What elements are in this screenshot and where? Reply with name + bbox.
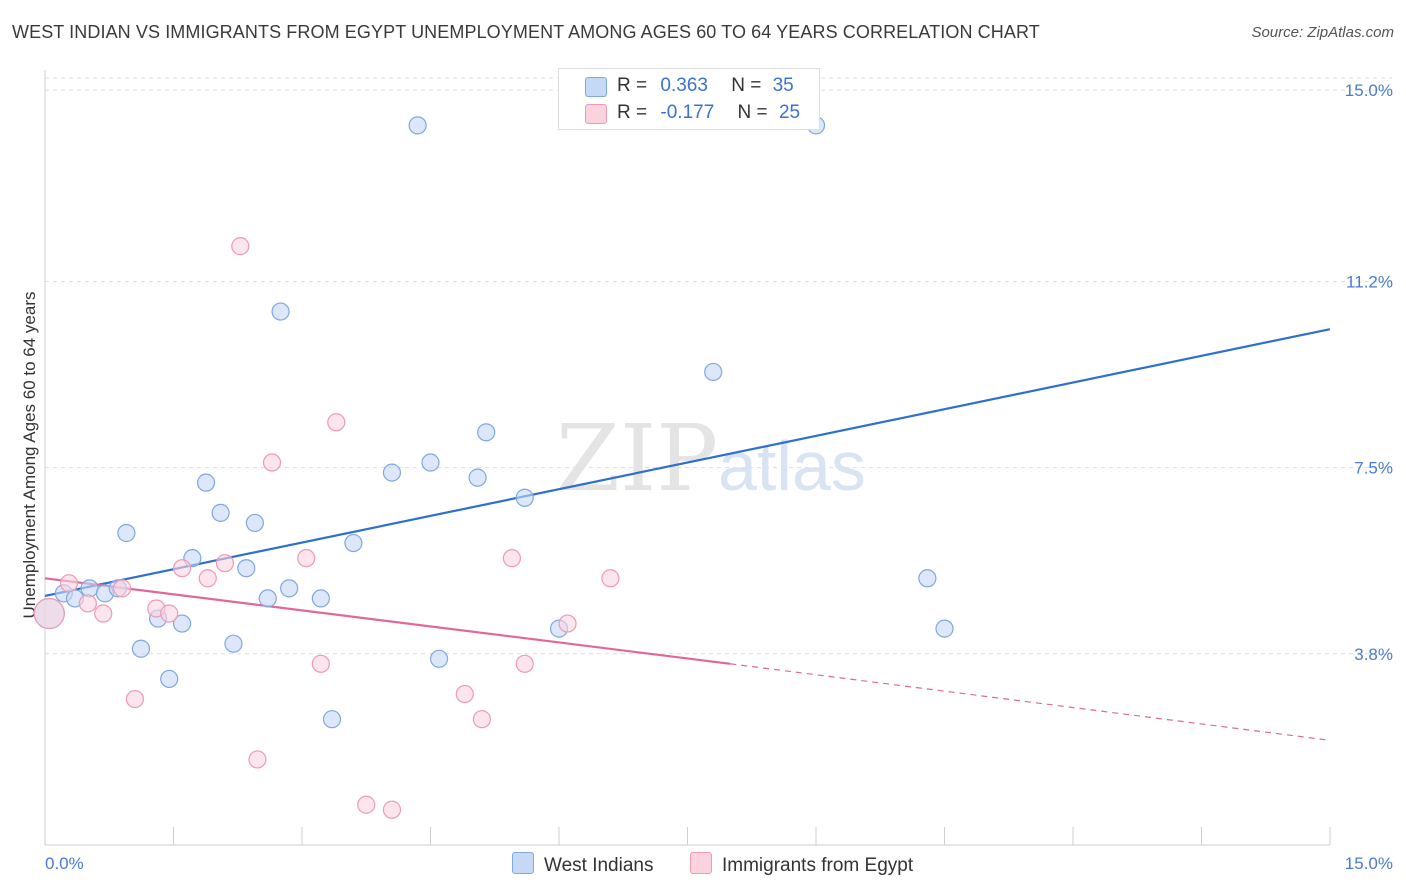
source-label: Source: ZipAtlas.com bbox=[1251, 24, 1394, 41]
data-point-west-indians bbox=[258, 589, 277, 608]
legend-swatch-pink bbox=[585, 104, 607, 124]
data-point-egypt bbox=[297, 549, 316, 568]
data-point-west-indians bbox=[237, 559, 256, 578]
data-point-egypt bbox=[215, 554, 234, 573]
data-point-west-indians bbox=[271, 302, 290, 321]
data-point-egypt bbox=[112, 579, 132, 598]
data-point-egypt bbox=[78, 594, 97, 613]
legend-n-value: 25 bbox=[778, 102, 801, 123]
data-point-west-indians bbox=[468, 468, 487, 487]
data-point-west-indians bbox=[172, 614, 192, 633]
data-point-west-indians bbox=[80, 579, 99, 598]
legend-r-value: 0.363 bbox=[660, 75, 708, 96]
data-point-west-indians bbox=[704, 362, 723, 382]
data-point-west-indians bbox=[515, 488, 534, 507]
data-points bbox=[33, 116, 954, 819]
data-point-egypt bbox=[455, 684, 474, 704]
data-point-egypt bbox=[33, 597, 65, 630]
x-tick-label: 15.0% bbox=[1345, 854, 1393, 873]
data-point-west-indians bbox=[245, 513, 264, 533]
data-point-west-indians bbox=[224, 634, 243, 653]
legend-r-value: -0.177 bbox=[660, 102, 715, 123]
legend-n-value: 35 bbox=[772, 75, 794, 96]
legend-n-label: N = bbox=[731, 75, 762, 96]
data-point-west-indians bbox=[322, 710, 342, 729]
data-point-west-indians bbox=[344, 533, 363, 553]
data-point-egypt bbox=[160, 604, 179, 623]
data-point-west-indians bbox=[131, 639, 151, 658]
data-point-west-indians bbox=[211, 503, 230, 522]
y-tick-label: 7.5% bbox=[1354, 459, 1393, 478]
y-tick-label: 3.8% bbox=[1354, 645, 1393, 664]
series-legend-egypt: Immigrants from Egypt bbox=[690, 852, 913, 877]
y-tick-label: 11.2% bbox=[1346, 272, 1393, 291]
x-tick-label: 0.0% bbox=[45, 854, 84, 873]
legend-swatch-pink bbox=[690, 852, 712, 874]
trend-line-1 bbox=[44, 577, 731, 665]
data-point-egypt bbox=[472, 710, 491, 729]
data-point-egypt bbox=[248, 750, 267, 769]
series-legend-west-indians: West Indians bbox=[512, 852, 653, 877]
data-point-egypt bbox=[357, 795, 376, 814]
data-point-egypt bbox=[262, 453, 282, 472]
data-point-west-indians bbox=[311, 589, 330, 608]
trend-line-extension-1 bbox=[730, 663, 1331, 741]
axes bbox=[44, 70, 1331, 846]
data-point-west-indians bbox=[408, 116, 427, 135]
data-point-egypt bbox=[502, 549, 521, 568]
legend-swatch-blue bbox=[585, 77, 607, 97]
data-point-egypt bbox=[172, 559, 192, 578]
trend-line-0 bbox=[44, 328, 1331, 597]
legend-r-label: R = bbox=[617, 102, 648, 123]
data-point-egypt bbox=[59, 574, 79, 593]
series-label: Immigrants from Egypt bbox=[722, 855, 914, 876]
legend-n-label: N = bbox=[737, 102, 768, 123]
data-point-egypt bbox=[94, 604, 113, 623]
data-point-egypt bbox=[382, 800, 402, 819]
data-point-west-indians bbox=[429, 649, 449, 668]
watermark-atlas: atlas bbox=[718, 427, 866, 505]
data-point-egypt bbox=[558, 614, 577, 633]
y-tick-label: 15.0% bbox=[1345, 81, 1393, 100]
chart-title: WEST INDIAN VS IMMIGRANTS FROM EGYPT UNE… bbox=[12, 22, 1040, 42]
data-point-west-indians bbox=[160, 669, 179, 689]
data-point-west-indians bbox=[382, 463, 402, 482]
data-point-egypt bbox=[125, 689, 145, 709]
data-point-egypt bbox=[601, 569, 620, 588]
legend-swatch-blue bbox=[512, 852, 534, 874]
data-point-west-indians bbox=[280, 579, 299, 598]
data-point-west-indians bbox=[117, 523, 136, 543]
trend-lines bbox=[44, 328, 1331, 741]
series-label: West Indians bbox=[544, 855, 654, 876]
data-point-egypt bbox=[231, 237, 250, 256]
data-point-egypt bbox=[311, 654, 330, 673]
data-point-west-indians bbox=[477, 423, 496, 442]
data-point-egypt bbox=[198, 569, 217, 588]
data-point-west-indians bbox=[196, 473, 216, 492]
data-point-egypt bbox=[515, 654, 534, 673]
data-point-west-indians bbox=[935, 619, 954, 638]
correlation-legend: R = 0.363 N = 35 R = -0.177 N = 25 bbox=[558, 68, 820, 130]
data-point-west-indians bbox=[421, 453, 440, 472]
data-point-egypt bbox=[327, 413, 346, 432]
tick-labels: 3.8% 7.5% 11.2% 15.0% 0.0% 15.0% bbox=[45, 81, 1393, 873]
legend-r-label: R = bbox=[617, 75, 648, 96]
data-point-west-indians bbox=[918, 569, 937, 588]
watermark-zip: ZIP bbox=[556, 405, 718, 512]
watermark: ZIP atlas bbox=[556, 405, 866, 512]
